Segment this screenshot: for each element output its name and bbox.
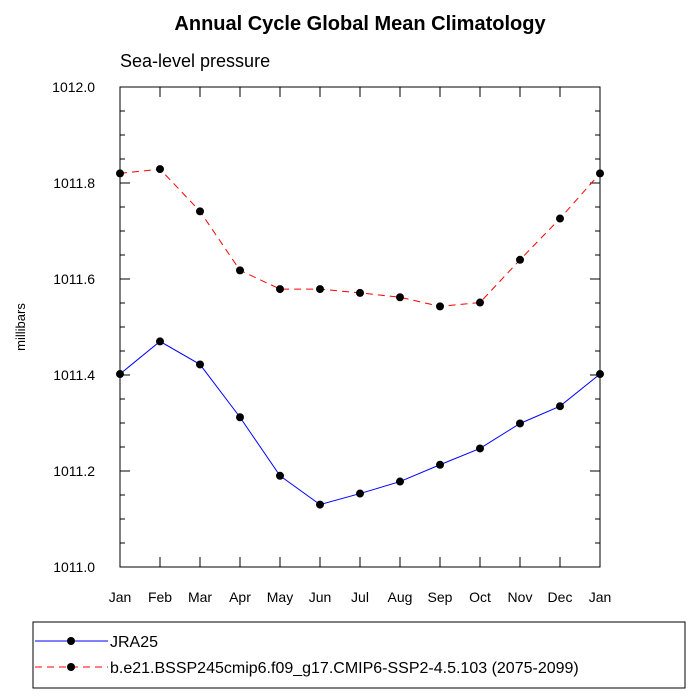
series-line-0 [119, 340, 601, 506]
data-point [596, 169, 604, 178]
x-tick-label: Oct [469, 589, 491, 605]
data-point [356, 489, 364, 498]
y-tick-label: 1012.0 [52, 79, 95, 95]
data-point [516, 419, 524, 428]
data-point [276, 285, 284, 294]
y-tick-label: 1011.4 [53, 367, 95, 383]
series-line-1 [119, 168, 601, 307]
y-tick-label: 1011.6 [53, 271, 95, 287]
data-point [276, 471, 284, 480]
x-tick-label: May [267, 589, 293, 605]
x-tick-label: Dec [548, 589, 573, 605]
x-tick-label: Mar [188, 589, 212, 605]
x-tick-label: Jan [109, 589, 132, 605]
data-point [436, 302, 444, 311]
data-point [556, 214, 564, 223]
data-point [516, 255, 524, 264]
data-point [476, 298, 484, 307]
x-tick-label: Apr [229, 589, 251, 605]
data-point [596, 370, 604, 379]
legend-box [32, 621, 686, 689]
y-tick-label: 1011.2 [53, 463, 95, 479]
legend-marker [67, 637, 75, 645]
data-point [156, 165, 164, 174]
data-point [476, 444, 484, 453]
data-point [436, 460, 444, 469]
data-point [116, 370, 124, 379]
data-point [396, 293, 404, 302]
data-point [356, 288, 364, 297]
x-tick-label: Jul [351, 589, 369, 605]
x-tick-label: Sep [428, 589, 453, 605]
data-point [236, 266, 244, 275]
data-point [196, 207, 204, 216]
legend-label: JRA25 [110, 634, 158, 651]
x-tick-label: Jun [309, 589, 332, 605]
x-tick-label: Jan [589, 589, 612, 605]
chart-subtitle: Sea-level pressure [120, 51, 270, 71]
legend-marker [67, 663, 75, 671]
data-point [116, 169, 124, 178]
y-tick-label: 1011.0 [53, 559, 95, 575]
data-point [556, 402, 564, 411]
y-axis-label: millibars [13, 303, 28, 351]
x-tick-label: Nov [508, 589, 533, 605]
data-point [196, 360, 204, 369]
data-point [156, 337, 164, 346]
x-tick-label: Aug [388, 589, 413, 605]
y-tick-label: 1011.8 [53, 175, 95, 191]
chart-title: Annual Cycle Global Mean Climatology [174, 13, 546, 35]
legend-label: b.e21.BSSP245cmip6.f09_g17.CMIP6-SSP2-4.… [110, 660, 579, 677]
data-point [396, 477, 404, 486]
data-point [316, 500, 324, 509]
data-point [236, 413, 244, 422]
x-tick-label: Feb [148, 589, 172, 605]
data-point [316, 285, 324, 294]
